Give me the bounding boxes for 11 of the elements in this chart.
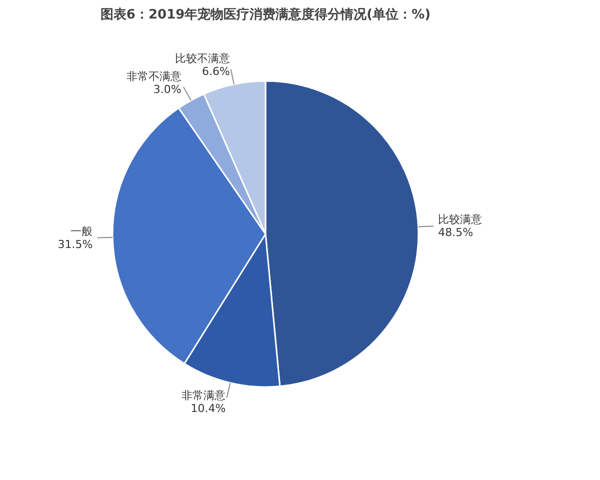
slice-label: 非常满意 bbox=[182, 389, 226, 402]
slice-label: 一般 bbox=[70, 224, 93, 238]
slice-label: 比较不满意 bbox=[174, 52, 230, 65]
data-label: 3.0% bbox=[153, 83, 182, 96]
slice-label: 非常不满意 bbox=[126, 70, 182, 84]
data-label: 10.4% bbox=[190, 402, 226, 416]
data-label: 31.5% bbox=[58, 238, 93, 251]
slice-label: 比较满意 bbox=[438, 212, 482, 226]
data-label: 48.5% bbox=[438, 226, 474, 239]
chart-title: 图表6：2019年宠物医疗消费满意度得分情况(单位：%) bbox=[100, 6, 431, 22]
data-label: 6.6% bbox=[202, 64, 230, 78]
